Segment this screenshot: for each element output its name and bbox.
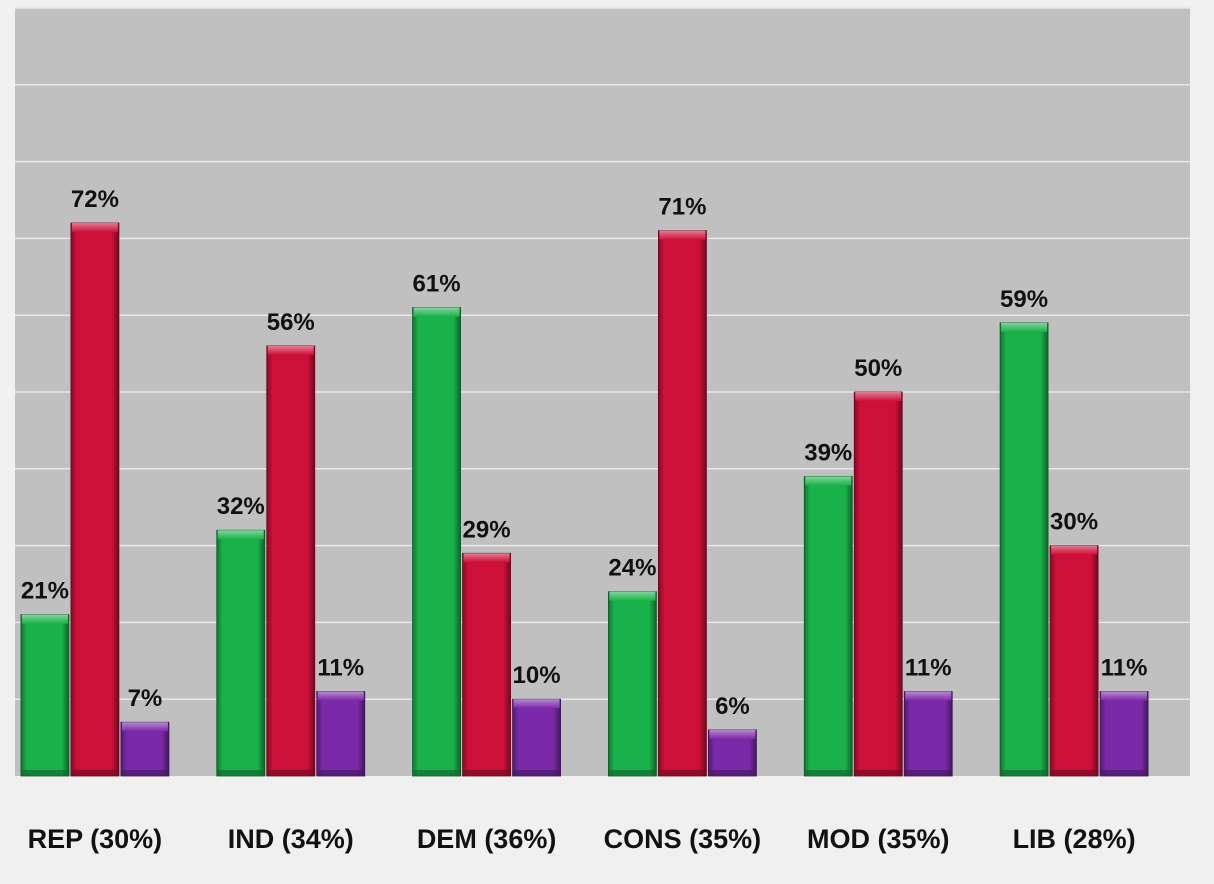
x-tick-label: CONS (35%) [604,824,762,854]
data-label: 56% [267,309,315,336]
x-tick-label: DEM (36%) [417,824,557,854]
bar-base [805,770,851,776]
bar [217,530,265,776]
data-label: 10% [513,662,561,689]
bar-base [1101,770,1147,776]
data-label: 61% [413,271,461,298]
bar-bevel [122,722,168,731]
bar-base [22,770,68,776]
bar [21,615,69,776]
bar-bevel [1051,546,1097,555]
data-label: 11% [1101,655,1148,682]
bar [658,231,706,776]
data-label: 24% [608,555,656,582]
bar [413,308,461,776]
bar-base [1051,770,1097,776]
x-tick-labels-group: REP (30%) IND (34%) DEM (36%) CONS (35%) MOD… [28,824,1136,854]
x-tick-label: IND (34%) [228,824,354,854]
bar-base [1001,770,1047,776]
bar-base [659,770,705,776]
bar-base [905,770,951,776]
data-label: 71% [658,194,706,221]
bar [1000,323,1048,776]
bar-bevel [659,231,705,240]
data-label: 6% [715,693,750,720]
bar-base [318,770,364,776]
data-label: 21% [21,578,69,605]
bar-base [609,770,655,776]
bar [71,223,119,776]
data-label: 59% [1000,286,1048,313]
x-tick-label: MOD (35%) [807,824,950,854]
bar-bevel [609,592,655,601]
bar [1100,692,1148,776]
data-label: 72% [71,186,119,213]
bar-bevel [72,223,118,232]
bar-bevel [464,553,510,562]
data-label: 50% [854,355,902,382]
bar-base [464,770,510,776]
x-tick-label: LIB (28%) [1013,824,1136,854]
bar-bevel [709,730,755,739]
bar-bevel [1101,692,1147,701]
bar-bevel [805,476,851,485]
bar-bevel [1001,323,1047,332]
bar-bevel [218,530,264,539]
bar [463,553,511,776]
bar [267,346,315,776]
bar-base [122,770,168,776]
bar-base [268,770,314,776]
data-label: 11% [317,655,364,682]
data-label: 39% [804,439,852,466]
bar-base [514,770,560,776]
bar [804,476,852,776]
bar [317,692,365,776]
bar [1050,546,1098,776]
bar-base [218,770,264,776]
data-label: 32% [217,493,265,520]
bar-base [855,770,901,776]
bar-bevel [514,699,560,708]
bar [904,692,952,776]
bar [608,592,656,776]
data-label: 11% [905,655,952,682]
data-label: 30% [1050,509,1098,536]
data-label: 7% [128,685,163,712]
bar-bevel [268,346,314,355]
bar-bevel [22,615,68,624]
bar-bevel [905,692,951,701]
bar-base [709,770,755,776]
data-label: 29% [463,516,511,543]
bar-base [414,770,460,776]
bar-bevel [855,392,901,401]
x-tick-label: REP (30%) [28,824,163,854]
bar [854,392,902,776]
bar [513,699,561,776]
bar-bevel [318,692,364,701]
bar-bevel [414,308,460,317]
bar-base [72,770,118,776]
